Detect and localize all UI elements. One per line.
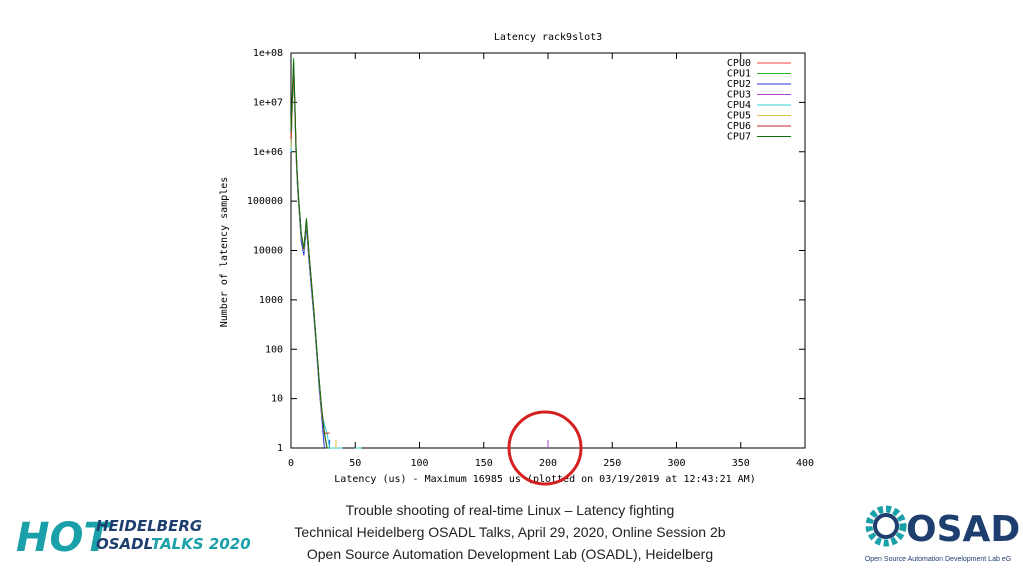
y-tick-label: 100 bbox=[265, 344, 283, 355]
x-axis-label: Latency (us) - Maximum 16985 us (plotted… bbox=[334, 474, 755, 485]
logo-sub: Open Source Automation Development Lab e… bbox=[865, 556, 1011, 563]
logo-text: HEIDELBERG bbox=[96, 517, 202, 535]
x-tick-label: 400 bbox=[796, 458, 814, 469]
x-tick-label: 250 bbox=[603, 458, 621, 469]
plot: 1 10 100 1000 10000 100000 1e+06 1e+07 1e+08 0 50 1… bbox=[247, 48, 814, 469]
x-tick-label: 0 bbox=[288, 458, 294, 469]
y-tick-label: 1e+06 bbox=[253, 147, 283, 158]
caption-line: Open Source Automation Development Lab (… bbox=[307, 546, 713, 562]
legend-label: CPU6 bbox=[727, 121, 751, 132]
legend-label: CPU5 bbox=[727, 111, 751, 122]
series-line bbox=[290, 70, 343, 449]
y-tick-label: 1e+07 bbox=[253, 97, 283, 108]
logo-text: OSADL bbox=[96, 535, 153, 553]
legend-label: CPU1 bbox=[727, 69, 751, 80]
y-tick-label: 10 bbox=[271, 394, 283, 405]
legend-label: CPU7 bbox=[727, 132, 751, 143]
logo-ring bbox=[873, 513, 899, 539]
series-line bbox=[290, 65, 330, 434]
caption-line: Technical Heidelberg OSADL Talks, April … bbox=[294, 524, 725, 540]
y-tick-label: 1000 bbox=[259, 295, 283, 306]
y-tick-label: 1 bbox=[277, 443, 283, 454]
x-tick-label: 350 bbox=[732, 458, 750, 469]
legend-label: CPU0 bbox=[727, 58, 751, 69]
chart-title: Latency rack9slot3 bbox=[494, 32, 602, 43]
legend-label: CPU2 bbox=[727, 79, 751, 90]
y-tick-label: 10000 bbox=[253, 246, 283, 257]
x-tick-label: 150 bbox=[475, 458, 493, 469]
logo-gear bbox=[865, 505, 907, 547]
logo-name: OSADL bbox=[906, 509, 1023, 550]
y-tick-label: 1e+08 bbox=[253, 48, 283, 59]
y-tick-label: 100000 bbox=[247, 196, 283, 207]
x-tick-label: 100 bbox=[410, 458, 428, 469]
x-tick-label: 200 bbox=[539, 458, 557, 469]
legend-label: CPU4 bbox=[727, 100, 751, 111]
x-tick-label: 50 bbox=[349, 458, 361, 469]
caption-line: Trouble shooting of real-time Linux – La… bbox=[346, 502, 675, 518]
logo-right: OSADL Open Source Automation Development… bbox=[865, 505, 1023, 563]
logo-text: TALKS 2020 bbox=[151, 535, 251, 553]
logo-hot: HOT bbox=[16, 515, 113, 561]
logo-left: HOT HEIDELBERG OSADL TALKS 2020 bbox=[16, 515, 251, 561]
legend-label: CPU3 bbox=[727, 90, 751, 101]
series-line bbox=[290, 60, 330, 449]
highlight-circle bbox=[507, 410, 583, 486]
x-tick-label: 300 bbox=[667, 458, 685, 469]
y-axis-label: Number of latency samples bbox=[219, 177, 230, 328]
